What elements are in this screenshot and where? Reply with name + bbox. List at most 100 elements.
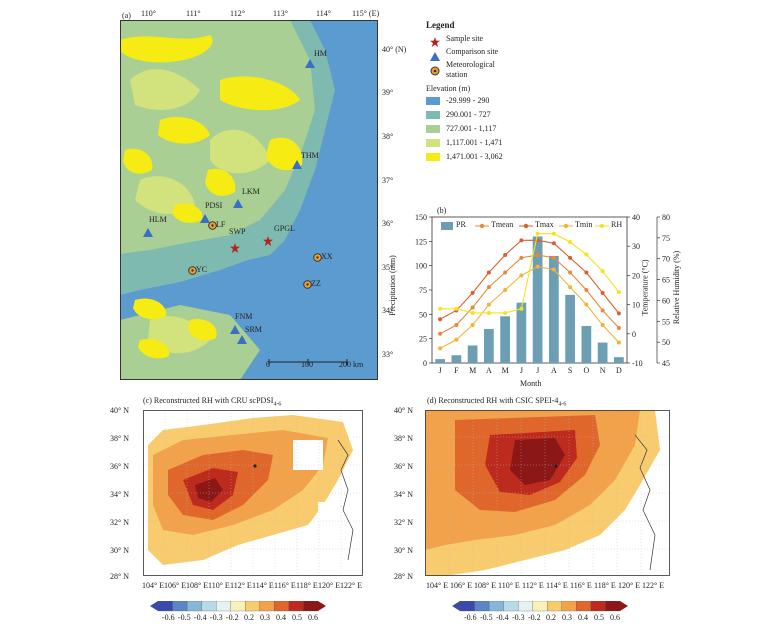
d-lon-120: 120° E	[618, 581, 641, 590]
d-lat-38: 38° N	[394, 434, 413, 443]
legend-swatch-pr	[441, 222, 453, 230]
rh-tick-label: 55	[662, 317, 670, 326]
site-label-thm: THM	[301, 151, 319, 160]
cbd-t8: 0.5	[594, 613, 604, 622]
site-lkm[interactable]: LKM	[233, 187, 260, 213]
cbd-t2: -0.4	[496, 613, 509, 622]
site-label-fnm: FNM	[235, 312, 253, 321]
panel-a-map: HM THM LKM PDSI HLM LF SWP GPGL XX YC ZZ	[120, 20, 378, 380]
c-field-gap-2	[318, 502, 333, 514]
site-xx[interactable]: XX	[313, 249, 333, 267]
d-gridlines	[425, 410, 670, 576]
tmean-point	[616, 325, 621, 330]
site-thm[interactable]: THM	[292, 151, 319, 174]
d-lat-28: 28° N	[394, 572, 413, 581]
tmax-point	[551, 241, 556, 246]
tmean-point	[503, 270, 508, 275]
colorbar-swatch	[259, 600, 275, 612]
precip-bars	[435, 236, 624, 363]
x-tick-label: A	[551, 366, 557, 375]
temp-tick-label: 20	[632, 271, 640, 280]
rh-tick-label: 70	[662, 255, 670, 264]
site-lf[interactable]: LF	[208, 217, 225, 235]
chart-ylabel-left: Precipitation (mm)	[387, 255, 397, 316]
tmean-point	[568, 270, 573, 275]
colorbar-swatch	[518, 600, 533, 612]
rh-point	[454, 306, 459, 311]
chart-xlabel: Month	[520, 379, 542, 388]
panel-c-map	[143, 410, 363, 576]
pr-bar-M	[467, 345, 478, 363]
colorbar-swatch	[605, 600, 621, 612]
tmin-point	[551, 267, 556, 272]
colorbar-swatch	[230, 600, 246, 612]
d-lon-116: 116° E	[570, 581, 592, 590]
x-tick-label: J	[536, 366, 539, 375]
site-yc[interactable]: YC	[188, 262, 207, 280]
pr-bar-M	[500, 316, 510, 363]
rh-point	[438, 306, 443, 311]
d-lon-108: 108° E	[474, 581, 497, 590]
legend-elev-swatch-5	[426, 153, 440, 161]
cbd-t6: 0.3	[562, 613, 572, 622]
colorbar-arrow-left	[452, 601, 460, 611]
tmin-point	[535, 264, 540, 269]
tmean-point	[486, 285, 491, 290]
rh-point	[470, 310, 475, 315]
c-lat-30: 30° N	[110, 546, 129, 555]
pr-bar-F	[451, 355, 462, 363]
panel-a-label: (a)	[122, 11, 131, 20]
colorbar-swatch	[532, 600, 548, 612]
lon-tick-114: 114°	[316, 9, 331, 18]
colorbar-d-ticks: -0.6 -0.5 -0.4 -0.3 -0.2 0.2 0.3 0.4 0.5…	[452, 613, 632, 623]
site-hm[interactable]: HM	[305, 49, 327, 73]
site-swp[interactable]: SWP	[229, 227, 245, 258]
c-lon-ticks: 104° E 106° E 108° E 110° E 112° E 114° …	[142, 581, 368, 593]
tmax-point	[503, 252, 508, 257]
site-pdsi[interactable]: PDSI	[200, 201, 222, 228]
cbc-t1: -0.5	[178, 613, 191, 622]
colorbar-swatch	[561, 600, 577, 612]
legend-elev-swatch-3	[426, 125, 440, 133]
lat-tick-40: 40° (N)	[382, 45, 407, 54]
colorbar-swatch	[576, 600, 592, 612]
legend-elev-swatch-2	[426, 111, 440, 119]
lat-tick-34: 34°	[382, 306, 394, 315]
lon-tick-112: 112°	[230, 9, 245, 18]
site-srm[interactable]: SRM	[237, 325, 262, 349]
pr-bar-S	[565, 294, 575, 363]
d-lon-104: 104° E	[426, 581, 449, 590]
temp-tick-label: 0	[632, 330, 636, 339]
colorbar-arrow-right	[620, 601, 628, 611]
colorbar-c-ticks: -0.6 -0.5 -0.4 -0.3 -0.2 0.2 0.3 0.4 0.5…	[150, 613, 330, 623]
legend-elev-label-1: -29.999 - 290	[446, 96, 490, 105]
c-lon-122: 122° E	[340, 581, 363, 590]
tmin-point	[486, 302, 491, 307]
tmax-point	[584, 270, 589, 275]
rh-point	[535, 231, 540, 236]
chart-ylabel-temp: Temperature (°C)	[640, 259, 650, 316]
panel-c-title: (c) Reconstructed RH with CRU scPDSI4-6	[143, 396, 281, 408]
site-fnm[interactable]: FNM	[230, 312, 252, 339]
panel-d-title-sub: 4-6	[558, 401, 567, 408]
panel-c-title-text: (c) Reconstructed RH with CRU scPDSI	[143, 396, 274, 405]
pr-bar-N	[597, 342, 608, 363]
site-hlm[interactable]: HLM	[143, 215, 167, 242]
c-field-gap-1	[293, 440, 323, 470]
site-zz[interactable]: ZZ	[303, 276, 321, 294]
rh-point	[616, 290, 621, 295]
site-label-swp: SWP	[229, 227, 246, 236]
pr-bar-A	[484, 328, 494, 363]
c-lat-36: 36° N	[110, 462, 129, 471]
tmean-point	[454, 323, 459, 328]
chart-plot-frame	[431, 216, 628, 364]
colorbar-d-svg	[452, 600, 628, 612]
tmin-point	[438, 346, 443, 351]
rh-point	[568, 240, 573, 245]
x-tick-label: J	[439, 366, 442, 375]
colorbar-swatch	[488, 600, 504, 612]
site-gpgl[interactable]: GPGL	[263, 224, 295, 251]
rh-tick-label: 75	[662, 234, 670, 243]
panel-d-map	[425, 410, 670, 576]
tmax-line	[439, 239, 620, 320]
